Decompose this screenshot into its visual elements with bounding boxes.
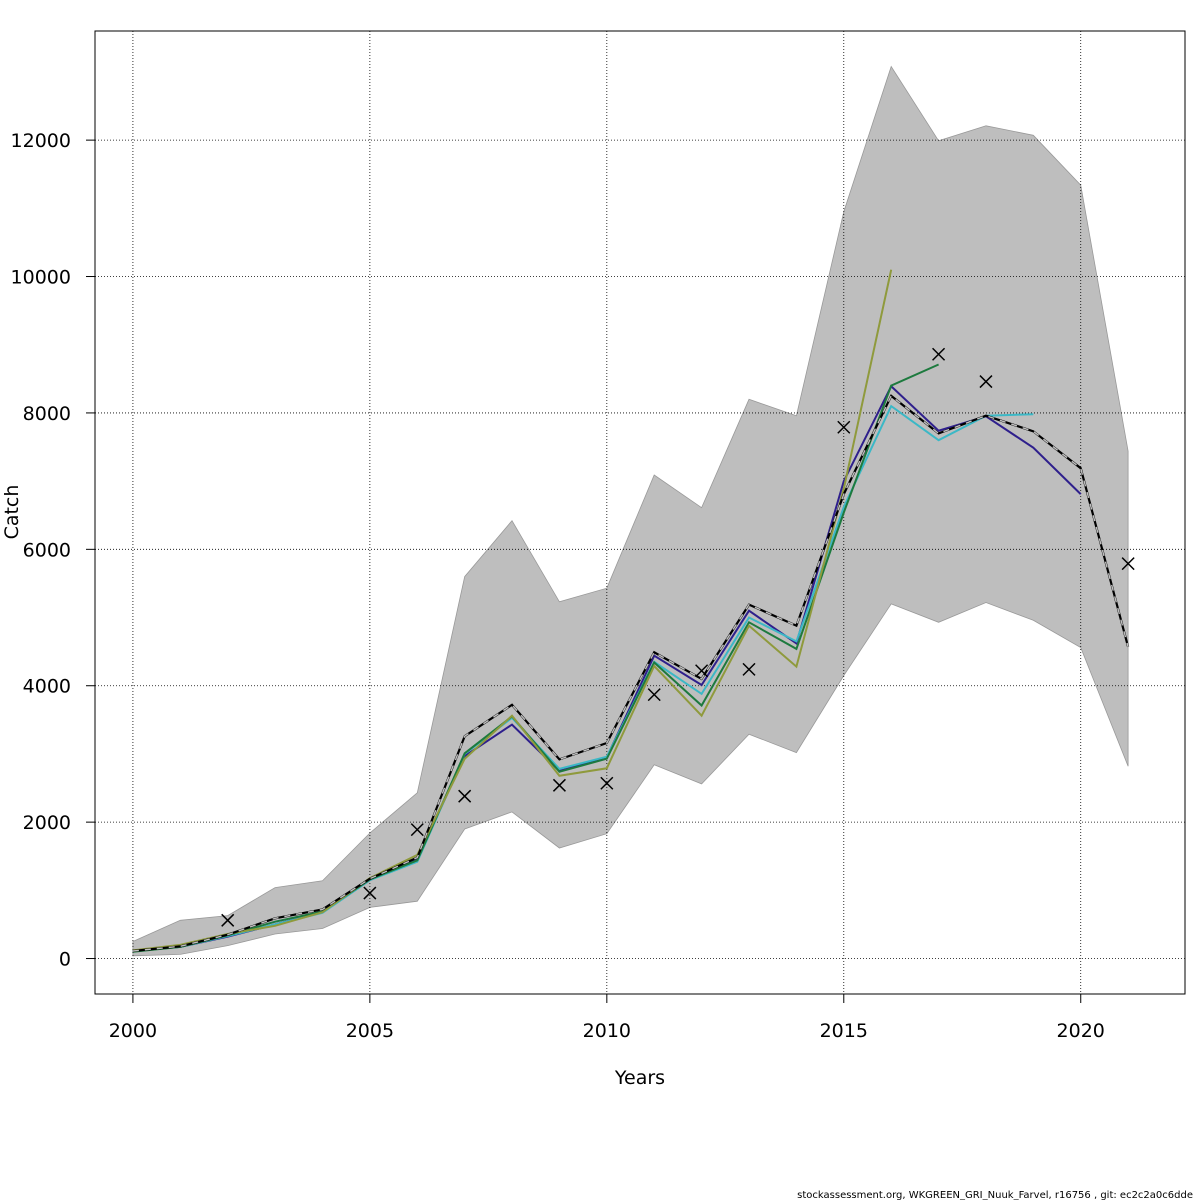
y-tick-label: 12000 [11,130,71,152]
observed-point [410,823,424,837]
y-axis: 0 2000 4000 6000 8000 10000 12000 [11,130,96,971]
confidence-band-layer [132,65,1129,957]
observed-point [742,662,756,676]
series-line-4-dash [132,394,1129,952]
y-tick-label: 6000 [23,539,71,561]
x-axis-title: Years [614,1067,665,1089]
observed-points-layer [221,347,1135,927]
y-tick-label: 2000 [23,812,71,834]
observed-point [979,375,993,389]
series-line-1 [132,404,1034,952]
y-tick-label: 0 [59,949,71,971]
observed-point [837,420,851,434]
x-tick-label: 2010 [583,1020,631,1042]
x-tick-label: 2005 [346,1020,394,1042]
x-tick-label: 2015 [820,1020,868,1042]
series-line-2 [132,363,940,953]
observed-point [221,913,235,927]
x-tick-label: 2000 [109,1020,157,1042]
y-tick-label: 8000 [23,403,71,425]
observed-point [552,778,566,792]
y-axis-title: Catch [1,485,23,540]
observed-point [363,886,377,900]
y-tick-label: 4000 [23,676,71,698]
x-axis: 2000 2005 2010 2015 2020 [109,993,1105,1042]
x-tick-label: 2020 [1057,1020,1105,1042]
observed-point [600,776,614,790]
series-line-3 [132,269,893,952]
confidence-band [132,65,1129,957]
observed-point [458,789,472,803]
observed-point [1121,557,1135,571]
observed-point [932,347,946,361]
observed-point [695,664,709,678]
y-tick-label: 10000 [11,267,71,289]
observed-point [647,688,661,702]
footer-text: stockassessment.org, WKGREEN_GRI_Nuuk_Fa… [797,1190,1193,1200]
series-layer [132,269,1130,953]
